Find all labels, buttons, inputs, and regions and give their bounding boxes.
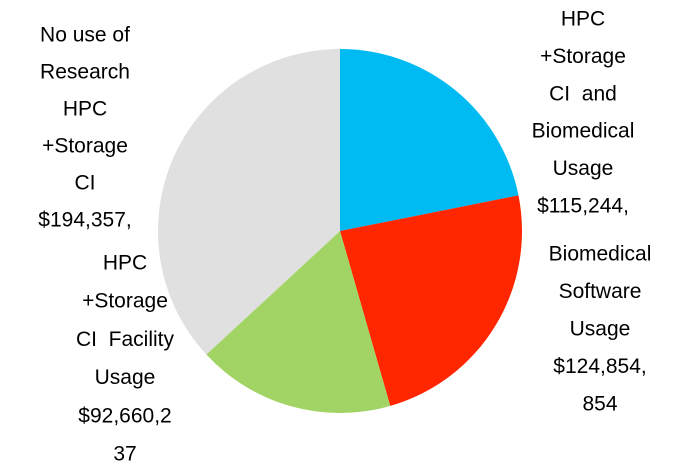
slice-label: HPC <box>103 252 147 275</box>
slice-label: Biomedical <box>532 120 635 143</box>
pie-slice <box>206 231 391 414</box>
slice-label: Biomedical <box>549 243 652 266</box>
slice-label: CI <box>75 172 96 195</box>
slice-label: CI Facility <box>76 328 175 351</box>
value-label: $115,244, <box>537 195 629 218</box>
pie-slice <box>340 49 519 231</box>
slice-label: CI and <box>549 82 617 105</box>
slice-label: Usage <box>95 366 156 389</box>
slice-label: Software <box>559 280 642 303</box>
slice-label: No use of <box>40 24 130 47</box>
value-label: $92,660,2 <box>78 404 171 427</box>
slice-label: Research <box>40 61 130 84</box>
value-label: 854 <box>582 393 617 416</box>
value-label: $194,357, <box>38 209 131 232</box>
slice-label: +Storage <box>82 290 168 313</box>
slice-label: HPC <box>561 8 605 31</box>
value-label: $124,854, <box>553 355 646 378</box>
slice-label: +Storage <box>42 135 128 158</box>
slice-label: +Storage <box>540 45 626 68</box>
pie-slice <box>340 195 523 406</box>
value-label: 37 <box>113 443 136 466</box>
slice-label: Usage <box>553 157 614 180</box>
slice-label: HPC <box>63 98 107 121</box>
pie-slice <box>158 49 340 355</box>
slice-label: Usage <box>570 318 631 341</box>
